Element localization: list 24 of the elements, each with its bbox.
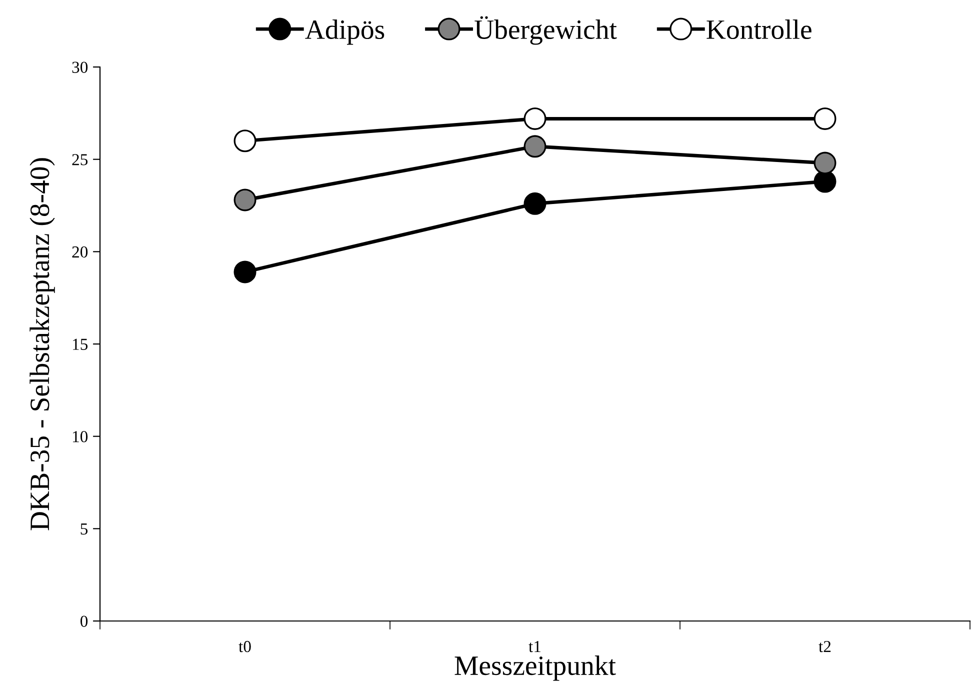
y-tick-label: 10 <box>72 431 88 442</box>
x-tick-label: t2 <box>818 640 831 652</box>
legend-label: Adipös <box>305 20 384 45</box>
x-axis-title: Messzeitpunkt <box>454 656 616 681</box>
point <box>234 188 256 212</box>
legend-label: Kontrolle <box>706 20 812 40</box>
point <box>814 107 836 130</box>
point <box>814 170 836 193</box>
point <box>234 260 256 284</box>
y-tick-label: 0 <box>80 616 88 627</box>
point <box>234 130 256 152</box>
point <box>524 135 546 158</box>
legend-label: Übergewicht <box>474 16 617 45</box>
point <box>524 107 546 130</box>
x-tick-label: t1 <box>528 641 540 652</box>
y-tick-label: 15 <box>72 338 88 350</box>
y-axis-title: DKB-35 - Selbstakzeptanz (8-40) <box>30 158 55 530</box>
y-tick-label: 5 <box>80 524 88 535</box>
y-tick-label: 20 <box>72 246 88 258</box>
point <box>524 192 546 215</box>
point <box>814 152 836 174</box>
x-tick-label: t0 <box>238 640 251 652</box>
y-tick-label: 30 <box>72 62 88 73</box>
y-tick-label: 25 <box>72 154 88 166</box>
